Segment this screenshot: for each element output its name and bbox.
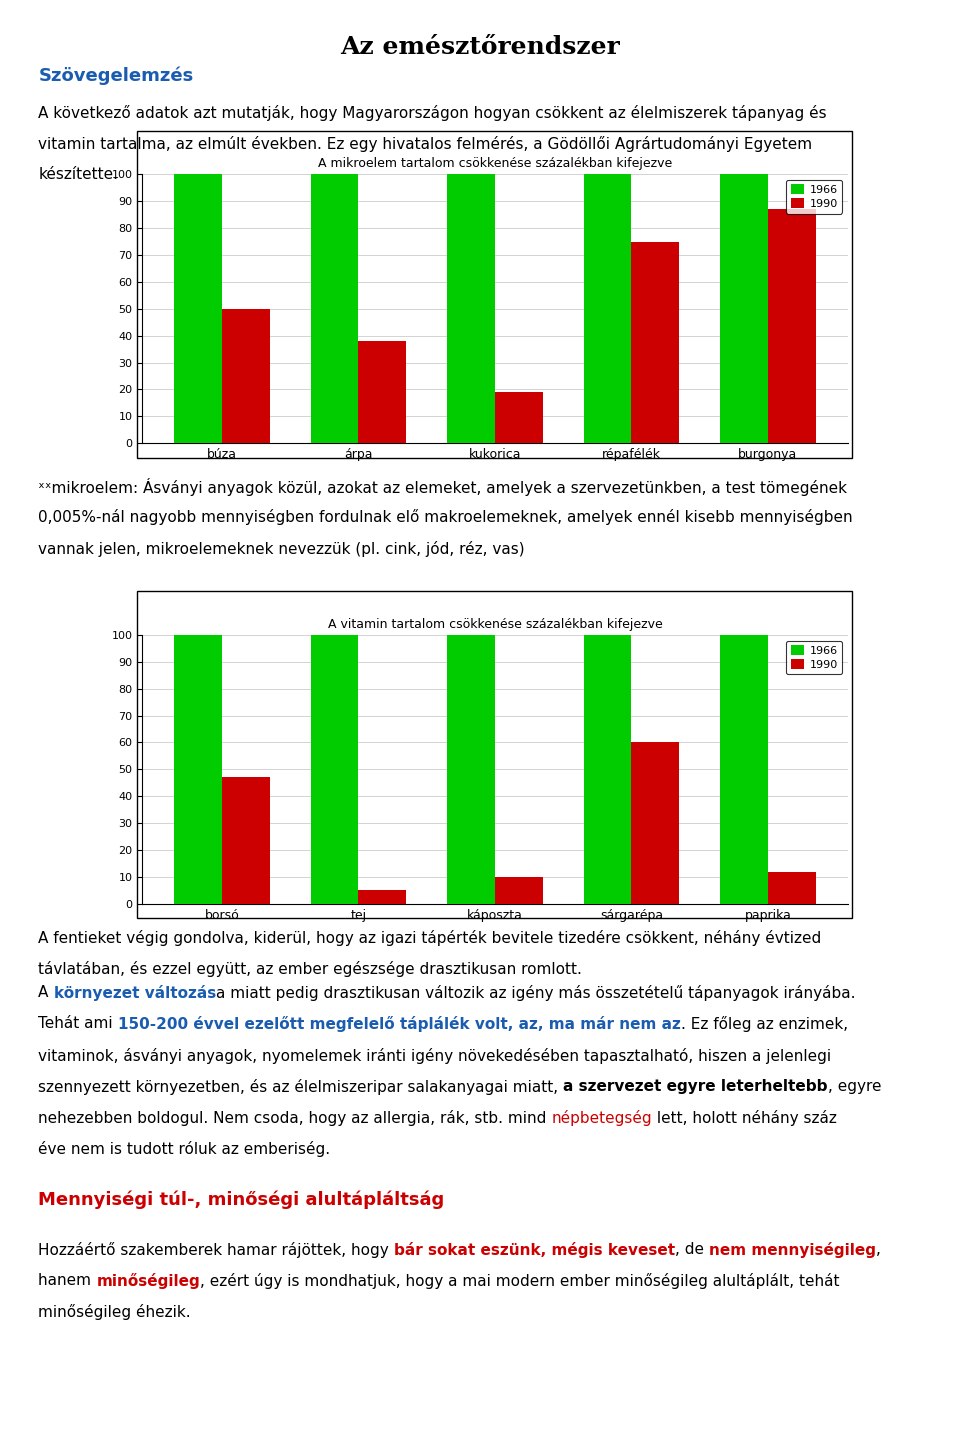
Bar xyxy=(447,174,495,443)
Bar xyxy=(584,174,632,443)
Bar xyxy=(174,635,222,904)
Text: nehezebben boldogul. Nem csoda, hogy az allergia, rák, stb. mind: nehezebben boldogul. Nem csoda, hogy az … xyxy=(38,1110,552,1126)
Text: Az emésztőrendszer: Az emésztőrendszer xyxy=(340,35,620,60)
Bar xyxy=(768,872,816,904)
Title: A vitamin tartalom csökkenése százalékban kifejezve: A vitamin tartalom csökkenése százalékba… xyxy=(327,618,662,631)
Bar xyxy=(720,635,768,904)
Title: A mikroelem tartalom csökkenése százalékban kifejezve: A mikroelem tartalom csökkenése százalék… xyxy=(318,157,672,170)
Bar xyxy=(447,635,495,904)
Text: nem mennyiségileg: nem mennyiségileg xyxy=(709,1241,876,1258)
Text: minőségileg: minőségileg xyxy=(96,1273,200,1289)
Text: , egyre: , egyre xyxy=(828,1078,881,1094)
Bar xyxy=(632,241,679,443)
Bar xyxy=(495,876,542,904)
Legend: 1966, 1990: 1966, 1990 xyxy=(786,180,842,214)
Text: hanem: hanem xyxy=(38,1273,96,1287)
Text: 0,005%-nál nagyobb mennyiségben fordulnak elő makroelemeknek, amelyek ennél kise: 0,005%-nál nagyobb mennyiségben fordulna… xyxy=(38,510,853,526)
Text: környezet változás: környezet változás xyxy=(54,985,216,1001)
Text: A: A xyxy=(38,985,54,1000)
Text: Hozzáértő szakemberek hamar rájöttek, hogy: Hozzáértő szakemberek hamar rájöttek, ho… xyxy=(38,1241,394,1258)
Text: Tehát ami: Tehát ami xyxy=(38,1017,118,1032)
Text: a miatt pedig drasztikusan változik az igény más összetételű tápanyagok irányába: a miatt pedig drasztikusan változik az i… xyxy=(216,985,855,1001)
Text: minőségileg éhezik.: minőségileg éhezik. xyxy=(38,1305,191,1321)
Bar xyxy=(358,341,406,443)
Text: népbetegség: népbetegség xyxy=(552,1110,652,1126)
Text: távlatában, és ezzel együtt, az ember egészsége drasztikusan romlott.: távlatában, és ezzel együtt, az ember eg… xyxy=(38,962,583,978)
Text: éve nem is tudott róluk az emberiség.: éve nem is tudott róluk az emberiség. xyxy=(38,1142,330,1158)
Text: , de: , de xyxy=(675,1241,709,1257)
Bar xyxy=(768,209,816,443)
Text: 150-200 évvel ezelőtt megfelelő táplálék volt, az, ma már nem az: 150-200 évvel ezelőtt megfelelő táplálék… xyxy=(118,1017,681,1033)
Bar xyxy=(222,777,270,904)
Bar xyxy=(358,891,406,904)
Text: készítette.: készítette. xyxy=(38,167,118,182)
Text: a szervezet egyre leterheltebb: a szervezet egyre leterheltebb xyxy=(564,1078,828,1094)
Text: Mennyiségi túl-, minőségi alultápláltság: Mennyiségi túl-, minőségi alultápláltság xyxy=(38,1190,444,1209)
Legend: 1966, 1990: 1966, 1990 xyxy=(786,641,842,674)
Text: ,: , xyxy=(876,1241,881,1257)
Text: A fentieket végig gondolva, kiderül, hogy az igazi tápérték bevitele tizedére cs: A fentieket végig gondolva, kiderül, hog… xyxy=(38,930,822,946)
Bar xyxy=(311,174,358,443)
Text: vitamin tartalma, az elmúlt években. Ez egy hivatalos felmérés, a Gödöllői Agrár: vitamin tartalma, az elmúlt években. Ez … xyxy=(38,135,812,153)
Text: . Ez főleg az enzimek,: . Ez főleg az enzimek, xyxy=(681,1017,848,1033)
Text: ˣˣmikroelem: Ásványi anyagok közül, azokat az elemeket, amelyek a szervezetünkbe: ˣˣmikroelem: Ásványi anyagok közül, azok… xyxy=(38,478,848,495)
Bar xyxy=(495,392,542,443)
Bar xyxy=(311,635,358,904)
Bar xyxy=(632,742,679,904)
Text: bár sokat eszünk, mégis keveset: bár sokat eszünk, mégis keveset xyxy=(394,1241,675,1258)
Bar xyxy=(720,174,768,443)
Bar xyxy=(174,174,222,443)
Text: vitaminok, ásványi anyagok, nyomelemek iránti igény növekedésében tapasztalható,: vitaminok, ásványi anyagok, nyomelemek i… xyxy=(38,1048,831,1064)
Text: vannak jelen, mikroelemeknek nevezzük (pl. cink, jód, réz, vas): vannak jelen, mikroelemeknek nevezzük (p… xyxy=(38,541,525,556)
Text: Szövegelemzés: Szövegelemzés xyxy=(38,67,194,86)
Text: A következő adatok azt mutatják, hogy Magyarországon hogyan csökkent az élelmisz: A következő adatok azt mutatják, hogy Ma… xyxy=(38,105,827,121)
Text: , ezért úgy is mondhatjuk, hogy a mai modern ember minőségileg alultáplált, tehá: , ezért úgy is mondhatjuk, hogy a mai mo… xyxy=(200,1273,840,1289)
Bar xyxy=(222,309,270,443)
Text: lett, holott néhány száz: lett, holott néhány száz xyxy=(652,1110,837,1126)
Bar xyxy=(584,635,632,904)
Text: szennyezett környezetben, és az élelmiszeripar salakanyagai miatt,: szennyezett környezetben, és az élelmisz… xyxy=(38,1078,564,1096)
